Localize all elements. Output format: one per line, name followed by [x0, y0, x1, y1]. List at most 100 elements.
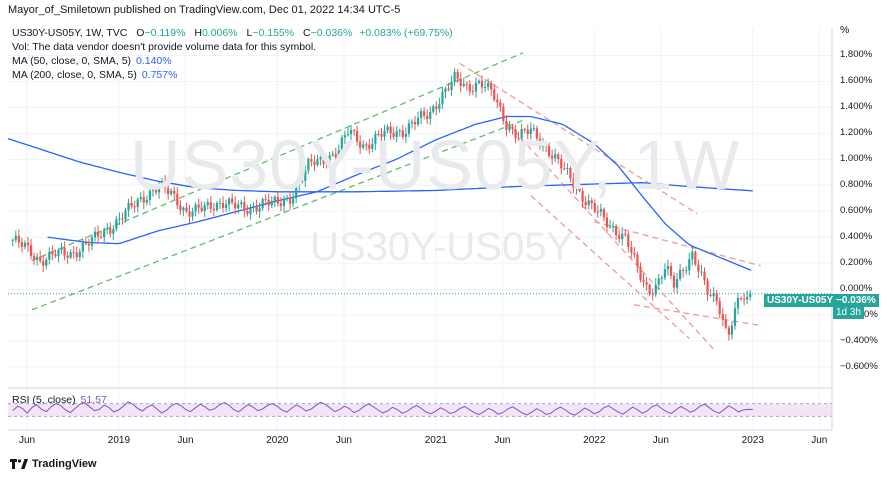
candle-body — [694, 251, 697, 265]
candle-body — [685, 270, 688, 272]
candle-body — [727, 327, 730, 335]
candle-body — [176, 193, 179, 206]
candle-body — [285, 197, 289, 200]
candle-body — [343, 135, 347, 138]
candle-body — [697, 264, 700, 272]
candle-body — [218, 202, 222, 204]
candle-body — [185, 207, 188, 212]
candle-body — [298, 181, 301, 186]
candle-body — [188, 211, 191, 217]
candle-body — [292, 198, 295, 204]
candle-body — [569, 168, 572, 179]
candle-body — [106, 228, 109, 230]
candle-body — [496, 99, 499, 103]
ma200-path — [7, 137, 753, 193]
ma50-label[interactable]: MA (50, close, 0, SMA, 5) — [12, 55, 132, 67]
low-value: −0.155% — [252, 27, 295, 39]
candle-body — [551, 155, 554, 159]
candle-body — [145, 199, 148, 203]
candle-body — [215, 203, 219, 211]
candle-body — [532, 128, 535, 130]
candle-body — [441, 92, 444, 105]
candle-body — [17, 235, 20, 243]
green-channel-line — [31, 52, 524, 262]
candle-body — [237, 204, 240, 209]
rsi-label[interactable]: RSI (5, close) — [12, 394, 76, 406]
candle-body — [514, 129, 517, 139]
x-tick-label: Jun — [335, 435, 352, 446]
candle-body — [276, 196, 279, 204]
candle-body — [194, 204, 197, 212]
candle-body — [356, 130, 359, 142]
candle-body — [57, 249, 60, 257]
candle-body — [535, 128, 538, 139]
candle-body — [730, 325, 734, 335]
ma200-label[interactable]: MA (200, close, 0, SMA, 5) — [12, 69, 137, 81]
candle-body — [401, 130, 404, 137]
candle-body — [282, 199, 286, 206]
candle-body — [170, 190, 173, 195]
candle-body — [252, 205, 255, 208]
candle-body — [688, 259, 691, 271]
legend-rsi[interactable]: RSI (5, close) 51.57 — [12, 394, 107, 406]
candle-body — [72, 252, 75, 254]
candle-body — [587, 200, 590, 206]
candle-body — [39, 256, 42, 262]
candle-body — [618, 235, 621, 240]
candle-body — [313, 161, 316, 166]
candle-body — [523, 129, 526, 131]
candle-body — [221, 202, 225, 209]
candle-body — [148, 190, 151, 200]
candle-body — [566, 168, 569, 170]
x-tick-label: 2022 — [583, 435, 606, 446]
candle-body — [432, 106, 435, 112]
candle-body — [84, 242, 87, 244]
candle-body — [590, 200, 593, 204]
candle-body — [487, 82, 490, 87]
candle-body — [743, 298, 746, 300]
candle-body — [310, 158, 313, 162]
legend-symbol-row[interactable]: US30Y-US05Y, 1W, TVC O−0.119% H0.006% L−… — [12, 27, 453, 39]
candle-body — [206, 202, 209, 206]
candle-body — [459, 78, 462, 86]
candle-body — [438, 104, 441, 109]
candle-body — [121, 218, 124, 220]
candle-body — [395, 131, 398, 137]
candle-body — [721, 313, 724, 320]
candle-body — [51, 251, 54, 255]
y-tick-label: 0.400% — [840, 231, 873, 243]
candle-body — [130, 202, 133, 207]
footer-brand[interactable]: TradingView — [10, 458, 97, 470]
candle-body — [578, 188, 581, 191]
candle-body — [493, 89, 496, 100]
candle-body — [642, 279, 645, 283]
red-channel-line — [594, 221, 761, 267]
candle-body — [60, 247, 63, 250]
candle-body — [596, 211, 599, 213]
candle-body — [404, 133, 407, 137]
candle-body — [209, 202, 212, 209]
ma50-path — [47, 115, 752, 271]
candle-body — [368, 144, 371, 149]
symbol-badge[interactable]: US30Y-US05Y — [764, 294, 837, 307]
candle-body — [42, 261, 45, 266]
legend-ma200[interactable]: MA (200, close, 0, SMA, 5) 0.757% — [12, 69, 177, 81]
candle-body — [544, 144, 548, 147]
candle-body — [490, 82, 493, 90]
candle-body — [32, 256, 36, 260]
candle-body — [26, 242, 30, 246]
candle-body — [660, 277, 663, 279]
candle-body — [20, 242, 23, 247]
candle-body — [340, 137, 343, 151]
ma200-line — [7, 137, 753, 193]
legend-ma50[interactable]: MA (50, close, 0, SMA, 5) 0.140% — [12, 55, 172, 67]
symbol-text[interactable]: US30Y-US05Y, 1W, TVC — [12, 27, 128, 39]
candle-body — [328, 155, 331, 165]
footer-brand-text: TradingView — [32, 458, 97, 470]
candle-body — [160, 181, 164, 186]
candle-body — [419, 111, 423, 118]
candle-body — [691, 251, 694, 260]
candle-body — [240, 202, 243, 205]
candle-body — [700, 271, 703, 273]
